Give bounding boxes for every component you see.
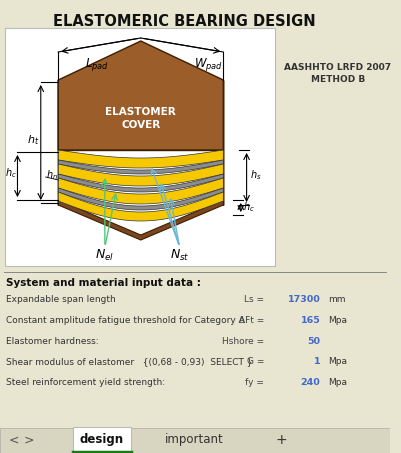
Polygon shape <box>58 150 223 168</box>
Polygon shape <box>58 200 223 240</box>
Text: ELASTOMERIC BEARING DESIGN: ELASTOMERIC BEARING DESIGN <box>53 14 315 29</box>
Text: Mpa: Mpa <box>327 357 346 366</box>
Text: $h_s$: $h_s$ <box>250 168 261 182</box>
Bar <box>0 428 389 453</box>
Text: Ls =: Ls = <box>243 295 263 304</box>
Text: COVER: COVER <box>121 120 160 130</box>
Text: <: < <box>8 434 19 447</box>
Text: System and material input data :: System and material input data : <box>6 278 200 288</box>
Polygon shape <box>58 178 223 204</box>
Text: Expandable span length: Expandable span length <box>6 295 115 304</box>
Text: $h_n$: $h_n$ <box>46 168 57 182</box>
Polygon shape <box>58 192 223 221</box>
Text: Mpa: Mpa <box>327 316 346 325</box>
Text: $N_{st}$: $N_{st}$ <box>169 248 189 263</box>
Text: Elastomer hardness:: Elastomer hardness: <box>6 337 98 346</box>
Polygon shape <box>58 160 223 174</box>
Text: Mpa: Mpa <box>327 378 346 387</box>
Polygon shape <box>58 164 223 186</box>
Text: Steel reinforcement yield strength:: Steel reinforcement yield strength: <box>6 378 164 387</box>
Text: 165: 165 <box>300 316 320 325</box>
Text: fy =: fy = <box>245 378 263 387</box>
Bar <box>5 28 274 266</box>
Text: $h_c$: $h_c$ <box>242 200 254 214</box>
Text: METHOD B: METHOD B <box>310 76 364 85</box>
Text: important: important <box>164 434 223 447</box>
Text: ELASTOMER: ELASTOMER <box>105 107 176 117</box>
Text: >: > <box>24 434 34 447</box>
Text: G =: G = <box>246 357 263 366</box>
Text: $L_{pad}$: $L_{pad}$ <box>85 57 109 73</box>
Text: mm: mm <box>327 295 345 304</box>
Text: Constant amplitude fatigue threshold for Category A: Constant amplitude fatigue threshold for… <box>6 316 244 325</box>
Polygon shape <box>58 188 223 210</box>
Text: ΔFt =: ΔFt = <box>238 316 263 325</box>
Polygon shape <box>58 174 223 192</box>
Text: $h_t$: $h_t$ <box>27 133 39 147</box>
Polygon shape <box>58 41 223 150</box>
Text: Shear modulus of elastomer   {(0,68 - 0,93)  SELECT }: Shear modulus of elastomer {(0,68 - 0,93… <box>6 357 252 366</box>
Text: design: design <box>80 434 124 447</box>
Text: +: + <box>275 433 287 447</box>
Text: $N_{el}$: $N_{el}$ <box>95 248 114 263</box>
Text: AASHHTO LRFD 2007: AASHHTO LRFD 2007 <box>284 63 391 72</box>
Text: 1: 1 <box>313 357 320 366</box>
Text: $W_{pad}$: $W_{pad}$ <box>194 57 223 73</box>
Text: $h_c$: $h_c$ <box>5 166 16 180</box>
Bar <box>73 427 131 453</box>
Text: 50: 50 <box>307 337 320 346</box>
Text: 240: 240 <box>300 378 320 387</box>
Text: Hshore =: Hshore = <box>221 337 263 346</box>
Text: 17300: 17300 <box>287 295 320 304</box>
Polygon shape <box>58 80 223 150</box>
